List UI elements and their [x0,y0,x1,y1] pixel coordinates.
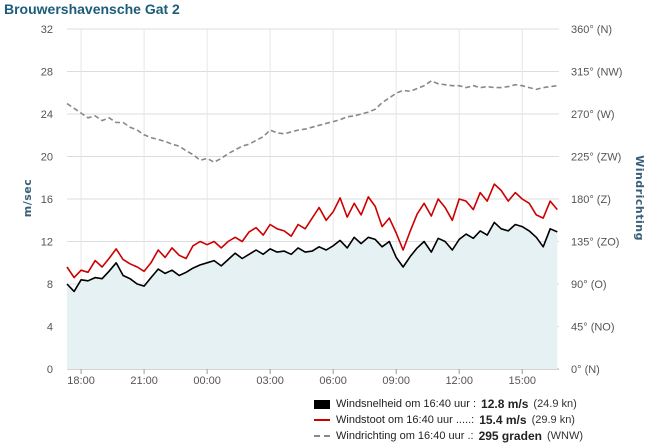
right-axis-ticks: 0° (N) 45° (NO) 90° (O) 135° (ZO) 180° (Z) 22… [571,24,622,376]
legend-value: 15.4 m/s [479,413,527,427]
right-tick-label: 90° (O) [571,279,607,291]
legend-label: Windsnelheid om 16:40 uur : [336,398,477,410]
legend-value: 12.8 m/s [481,397,529,411]
left-axis-title: m/sec [21,179,34,218]
legend-swatch-windrichting [314,435,330,437]
legend-swatch-windstoot [314,419,330,421]
chart-title: Brouwershavensche Gat 2 [4,1,180,17]
legend-value: 295 graden [478,429,542,443]
left-tick-label: 16 [41,194,53,206]
x-tick-label: 18:00 [67,375,95,387]
x-tick-label: 15:00 [508,375,536,387]
x-tick-label: 12:00 [445,375,473,387]
x-tick-label: 21:00 [130,375,158,387]
left-tick-label: 8 [47,279,53,291]
plot-area [66,80,558,369]
x-tick-label: 09:00 [382,375,410,387]
right-tick-label: 270° (W) [571,109,615,121]
left-tick-label: 4 [47,322,53,334]
series-windrichting-line [66,80,558,163]
left-tick-label: 28 [41,67,53,79]
left-tick-label: 32 [41,24,53,36]
legend-item-windrichting[interactable]: Windrichting om 16:40 uur .: 295 graden … [314,428,583,444]
legend-alt-value: (29.9 kn) [531,414,575,426]
right-tick-label: 180° (Z) [571,194,611,206]
legend-alt-value: (WNW) [546,430,583,442]
legend: Windsnelheid om 16:40 uur : 12.8 m/s (24… [314,396,583,444]
series-windsnelheid-line [66,221,558,293]
left-tick-label: 20 [41,152,53,164]
x-axis-ticks: 18:00 21:00 00:00 03:00 06:00 09:00 12:00 15:00 [67,375,536,387]
legend-label: Windstoot om 16:40 uur .....: [336,414,475,426]
right-tick-label: 225° (ZW) [571,152,621,164]
left-tick-label: 24 [41,109,53,121]
right-tick-label: 315° (NW) [571,67,622,79]
right-tick-label: 0° (N) [571,364,600,376]
x-tick-label: 06:00 [319,375,347,387]
legend-swatch-windsnelheid [314,399,330,409]
legend-item-windstoot[interactable]: Windstoot om 16:40 uur .....: 15.4 m/s (… [314,412,583,428]
left-axis-ticks: 0 4 8 12 16 20 24 28 32 [41,24,53,376]
right-tick-label: 45° (NO) [571,322,615,334]
right-axis-title: Windrichting [633,155,646,241]
right-tick-label: 360° (N) [571,24,612,36]
left-tick-label: 12 [41,237,53,249]
x-tick-label: 00:00 [193,375,221,387]
series-windstoot-line [66,183,558,279]
x-tick-label: 03:00 [256,375,284,387]
wind-chart: 0 4 8 12 16 20 24 28 32 0° (N) 45° (NO) 90° (O) 135… [21,24,646,387]
series-windsnelheid-area [67,222,558,369]
left-tick-label: 0 [47,364,53,376]
legend-item-windsnelheid[interactable]: Windsnelheid om 16:40 uur : 12.8 m/s (24… [314,396,583,412]
legend-label: Windrichting om 16:40 uur .: [336,430,474,442]
right-tick-label: 135° (ZO) [571,237,619,249]
legend-alt-value: (24.9 kn) [533,398,577,410]
